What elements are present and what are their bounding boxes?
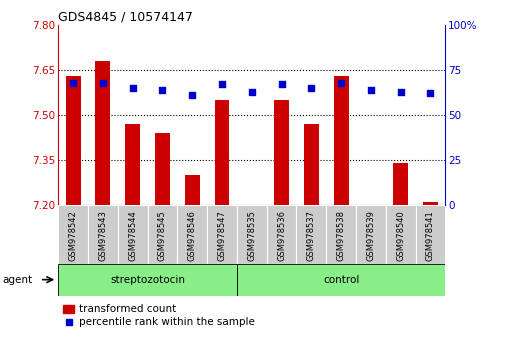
Point bbox=[277, 81, 285, 87]
Bar bbox=[392, 163, 407, 205]
Bar bbox=[118, 205, 147, 264]
Bar bbox=[236, 264, 444, 296]
Bar bbox=[422, 202, 437, 205]
Bar bbox=[355, 205, 385, 264]
Point bbox=[366, 87, 374, 93]
Text: control: control bbox=[322, 275, 359, 285]
Bar bbox=[207, 205, 236, 264]
Point bbox=[307, 85, 315, 91]
Text: GSM978536: GSM978536 bbox=[276, 210, 285, 261]
Bar bbox=[303, 124, 318, 205]
Text: GSM978539: GSM978539 bbox=[366, 210, 375, 261]
Text: GSM978542: GSM978542 bbox=[69, 210, 77, 261]
Bar bbox=[296, 205, 326, 264]
Point bbox=[426, 91, 434, 96]
Bar bbox=[333, 76, 348, 205]
Bar bbox=[184, 175, 199, 205]
Point bbox=[336, 80, 344, 85]
Bar bbox=[326, 205, 355, 264]
Text: GSM978541: GSM978541 bbox=[425, 210, 434, 261]
Bar bbox=[385, 205, 415, 264]
Bar bbox=[236, 205, 266, 264]
Point bbox=[188, 92, 196, 98]
Bar bbox=[214, 100, 229, 205]
Text: GDS4845 / 10574147: GDS4845 / 10574147 bbox=[58, 11, 193, 24]
Point bbox=[69, 80, 77, 85]
Bar bbox=[266, 205, 296, 264]
Bar bbox=[66, 76, 80, 205]
Legend: transformed count, percentile rank within the sample: transformed count, percentile rank withi… bbox=[63, 304, 255, 327]
Bar bbox=[155, 133, 170, 205]
Bar bbox=[147, 205, 177, 264]
Point bbox=[128, 85, 136, 91]
Bar bbox=[88, 205, 118, 264]
Text: GSM978537: GSM978537 bbox=[306, 210, 315, 261]
Text: GSM978540: GSM978540 bbox=[395, 210, 405, 261]
Text: GSM978538: GSM978538 bbox=[336, 210, 345, 261]
Text: agent: agent bbox=[3, 275, 33, 285]
Point bbox=[158, 87, 166, 93]
Text: GSM978543: GSM978543 bbox=[98, 210, 107, 261]
Bar bbox=[58, 264, 236, 296]
Bar bbox=[125, 124, 140, 205]
Bar bbox=[415, 205, 444, 264]
Bar bbox=[95, 61, 110, 205]
Text: GSM978546: GSM978546 bbox=[187, 210, 196, 261]
Text: GSM978547: GSM978547 bbox=[217, 210, 226, 261]
Bar bbox=[58, 205, 88, 264]
Point bbox=[247, 89, 256, 95]
Point bbox=[98, 80, 107, 85]
Text: GSM978545: GSM978545 bbox=[158, 210, 167, 261]
Bar bbox=[177, 205, 207, 264]
Text: GSM978535: GSM978535 bbox=[247, 210, 256, 261]
Text: streptozotocin: streptozotocin bbox=[110, 275, 185, 285]
Bar bbox=[274, 100, 288, 205]
Point bbox=[396, 89, 404, 95]
Point bbox=[218, 81, 226, 87]
Text: GSM978544: GSM978544 bbox=[128, 210, 137, 261]
